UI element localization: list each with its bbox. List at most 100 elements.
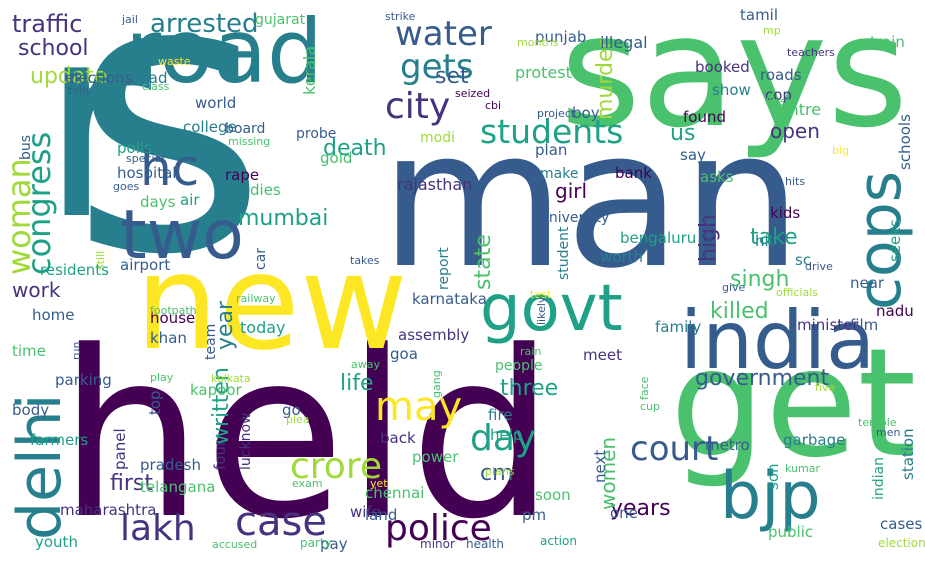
word-party: party <box>300 536 332 550</box>
word-accused: accused <box>212 538 257 551</box>
word-lucknow: lucknow <box>238 413 254 470</box>
word-bengaluru: bengaluru <box>620 229 696 247</box>
word-high: high <box>696 214 721 262</box>
word-hits: hits <box>785 175 805 188</box>
word-bank: bank <box>615 164 652 182</box>
word-takes: takes <box>350 254 380 267</box>
word-found: found <box>683 108 726 126</box>
word-kapoor: kapoor <box>190 381 242 399</box>
word-wife: wife <box>350 503 381 521</box>
word-health: health <box>466 537 504 551</box>
word-nadu: nadu <box>876 302 914 320</box>
word-project: project <box>537 107 576 120</box>
word-time: time <box>12 342 46 360</box>
word-schools: schools <box>896 114 914 170</box>
word-police: police <box>385 508 492 549</box>
word-centre: centre <box>770 100 821 119</box>
word-us: us <box>670 121 695 146</box>
word-temple: temple <box>858 416 897 429</box>
word-five: five <box>815 381 835 394</box>
word-indian: indian <box>871 457 887 500</box>
word-years: years <box>610 496 671 521</box>
word-new: new <box>135 226 408 380</box>
word-garbage: garbage <box>783 431 845 449</box>
word-station: station <box>899 428 917 480</box>
word-tells: tells <box>68 84 91 97</box>
word-written: written <box>209 367 234 445</box>
word-go: go <box>282 401 301 419</box>
word-back: back <box>380 429 416 447</box>
word-cm: cm <box>480 461 514 486</box>
word-residents: residents <box>40 261 109 279</box>
word-fire: fire <box>488 406 513 424</box>
word-train: train <box>870 33 905 51</box>
word-government: government <box>695 366 829 391</box>
word-road: road <box>125 0 323 103</box>
word-polls: polls <box>117 139 152 157</box>
word-sc: sc <box>795 251 811 269</box>
word-men: men <box>876 426 900 439</box>
word-seized: seized <box>455 87 490 100</box>
word-face: face <box>638 376 651 400</box>
word-likely: likely <box>535 296 548 325</box>
word-months: months <box>517 36 559 49</box>
word-minister: minister <box>797 316 859 334</box>
word-house: house <box>150 309 195 327</box>
word-cases: cases <box>880 515 922 533</box>
word-asks: asks <box>700 168 734 186</box>
word-still: still <box>94 251 107 270</box>
word-cop: cop <box>765 86 792 104</box>
word-kumar: kumar <box>785 462 820 475</box>
word-boss: boss <box>766 95 791 108</box>
word-meet: meet <box>583 346 622 364</box>
word-set: set <box>435 64 469 89</box>
word-take: take <box>750 225 798 250</box>
word-city: city <box>385 86 450 127</box>
word-tamil: tamil <box>740 6 778 24</box>
word-family: family <box>655 318 701 336</box>
word-exam: exam <box>292 477 323 490</box>
word-airport: airport <box>120 256 170 274</box>
word-student: student <box>556 226 572 280</box>
word-soon: soon <box>535 486 571 504</box>
word-govt: govt <box>480 272 623 346</box>
word-one: one <box>610 504 638 522</box>
word-home: home <box>32 306 75 324</box>
word-chief: chief <box>703 203 719 238</box>
word-karnataka: karnataka <box>412 290 487 308</box>
word-students: students <box>480 112 623 151</box>
word-son: son <box>764 464 782 491</box>
word-help: help <box>490 426 522 444</box>
word-congress: congress <box>20 132 58 275</box>
word-lakh: lakh <box>120 508 196 549</box>
word-cbi: cbi <box>485 99 501 112</box>
word-death: death <box>323 136 387 161</box>
word-top: top <box>146 390 164 415</box>
word-r: r <box>40 0 154 279</box>
word-play: play <box>150 371 174 384</box>
word-election: election <box>878 536 925 550</box>
word-maharashtra: maharashtra <box>60 501 156 519</box>
word-test: test <box>530 288 552 301</box>
word-officials: officials <box>776 286 818 299</box>
word-dead: dead <box>130 69 167 87</box>
word-may: may <box>375 384 462 430</box>
word-seeks: seeks <box>886 219 904 262</box>
word-kolkata: kolkata <box>211 372 251 385</box>
word-hit: hit <box>755 232 775 250</box>
word-work: work <box>12 278 61 302</box>
word-land: land <box>365 506 397 524</box>
word-panel: panel <box>111 428 129 470</box>
word-punjab: punjab <box>535 28 586 46</box>
word-university: university <box>540 210 609 226</box>
word-youth: youth <box>35 533 78 551</box>
word-open: open <box>770 119 820 143</box>
word-roads: roads <box>760 66 802 84</box>
word-get: get <box>670 317 916 491</box>
word-hc: hc <box>140 139 199 197</box>
word-case: case <box>235 499 327 545</box>
word-next: next <box>591 450 609 483</box>
word-boy: boy <box>572 104 600 122</box>
word-life: life <box>340 371 374 396</box>
